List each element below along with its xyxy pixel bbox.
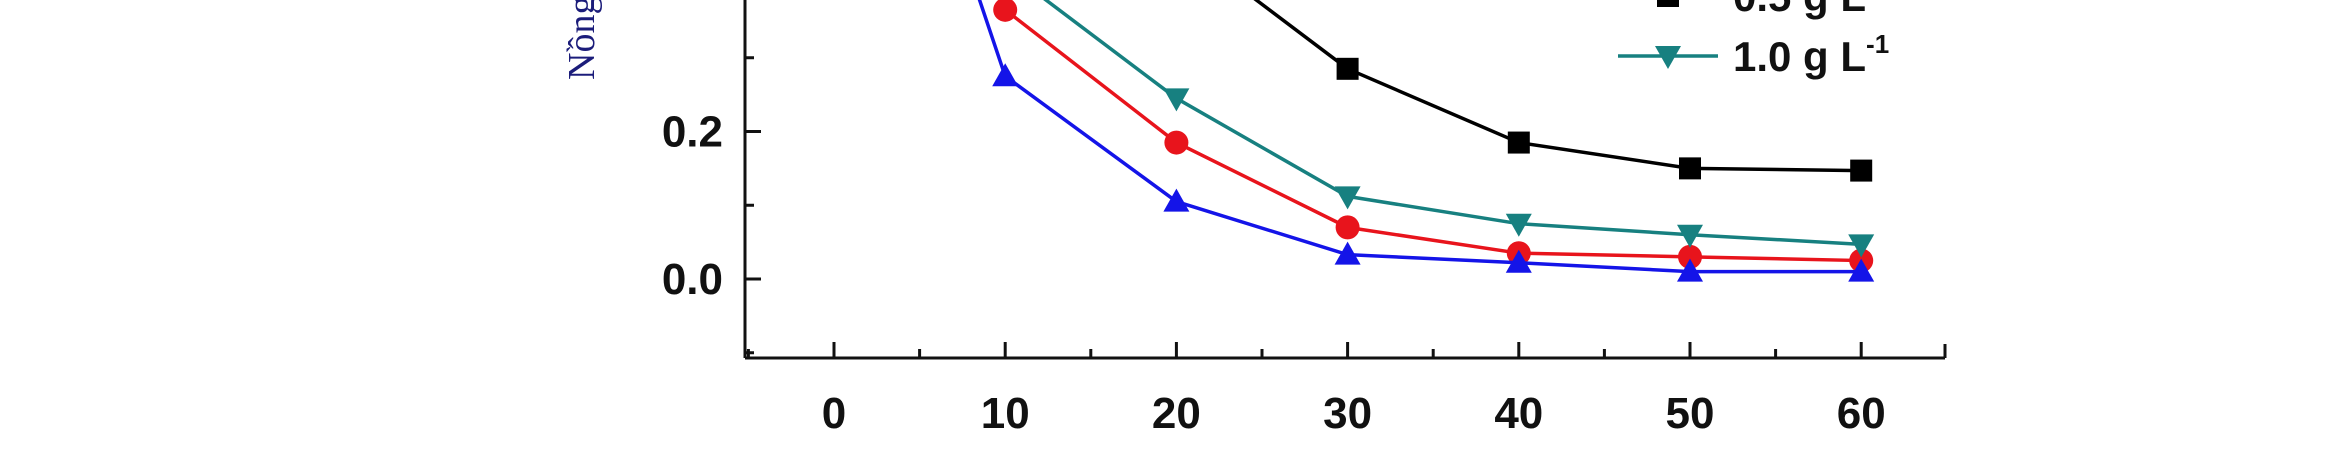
- data-point-triangle-down: [1163, 88, 1190, 112]
- data-point-square: [1850, 159, 1873, 182]
- data-point-triangle-up: [1505, 249, 1532, 273]
- data-point-circle: [1678, 244, 1702, 269]
- series-line: [977, 0, 1862, 274]
- legend-entry-1: 0.5 g L-1: [1657, 0, 1889, 20]
- series-4: [977, 0, 1875, 282]
- data-point-triangle-up: [992, 63, 1019, 87]
- data-point-triangle-down: [1334, 186, 1361, 210]
- data-point-square: [1657, 0, 1679, 7]
- series-line: [1004, 8, 1862, 263]
- series-layer: [977, 0, 1875, 282]
- legend-label-superscript: -1: [1866, 29, 1889, 59]
- data-point-triangle-down: [1505, 213, 1532, 237]
- legend-entry-3: 1.0 g L-1: [1618, 29, 1889, 80]
- legend-label: 0.5 g L-1: [1733, 0, 1889, 20]
- data-point-square: [1679, 157, 1701, 180]
- data-point-triangle-up: [1334, 241, 1361, 265]
- x-tick-label: 50: [1666, 389, 1715, 438]
- y-tick-label: 0.0: [662, 255, 723, 304]
- data-point-square: [1336, 57, 1359, 80]
- data-point-triangle-up: [1163, 188, 1190, 212]
- data-point-triangle-down: [1655, 46, 1681, 69]
- series-line: [1043, 0, 1862, 247]
- legend-label: 1.0 g L-1: [1733, 29, 1889, 80]
- data-point-circle: [993, 0, 1018, 22]
- x-tick-label: 60: [1837, 389, 1886, 438]
- y-tick-label: 0.2: [662, 108, 723, 157]
- data-point-square: [1507, 131, 1530, 154]
- x-tick-label: 10: [981, 389, 1030, 438]
- data-point-triangle-down: [1677, 224, 1703, 248]
- data-point-triangle-down: [1848, 234, 1875, 258]
- series-2: [993, 0, 1874, 273]
- data-point-triangle-up: [1848, 258, 1875, 282]
- legend: 0.5 g L-1 1.0 g L-1: [1618, 0, 1889, 80]
- x-tick-label: 40: [1494, 389, 1543, 438]
- data-point-circle: [1335, 215, 1360, 240]
- x-tick-label: 30: [1323, 389, 1372, 438]
- series-3: [1043, 0, 1875, 258]
- data-point-circle: [1164, 130, 1189, 155]
- x-tick-label: 20: [1152, 389, 1201, 438]
- x-tick-label: 0: [822, 389, 846, 438]
- series-1: [1253, 0, 1873, 182]
- data-point-triangle-up: [1677, 258, 1703, 282]
- axes: 0 10 20 30 40 50 60 0.0 0.2: [662, 0, 1947, 438]
- y-axis-label: Nồng: [561, 0, 603, 80]
